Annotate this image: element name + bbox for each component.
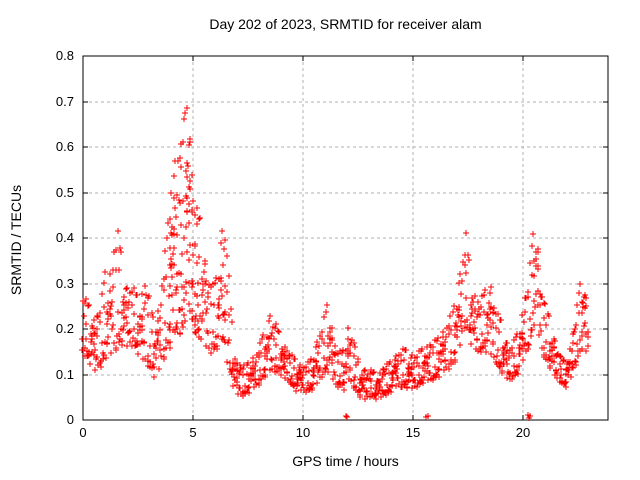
svg-text:0.8: 0.8 [56, 48, 74, 63]
svg-text:0.1: 0.1 [56, 367, 74, 382]
x-tick-labels: 0 5 10 15 20 [79, 425, 530, 440]
svg-text:0.7: 0.7 [56, 94, 74, 109]
svg-text:0.4: 0.4 [56, 230, 74, 245]
svg-text:0: 0 [79, 425, 86, 440]
y-axis-label: SRMTID / TECUs [8, 184, 24, 296]
svg-text:5: 5 [189, 425, 196, 440]
plot-border [82, 55, 609, 421]
svg-text:0.5: 0.5 [56, 185, 74, 200]
svg-text:0.3: 0.3 [56, 276, 74, 291]
svg-text:0.6: 0.6 [56, 139, 74, 154]
y-tick-labels: 0 0.1 0.2 0.3 0.4 0.5 0.6 0.7 0.8 [56, 48, 74, 427]
scatter-points [79, 105, 591, 421]
svg-text:0.2: 0.2 [56, 321, 74, 336]
chart-title: Day 202 of 2023, SRMTID for receiver ala… [209, 16, 482, 32]
svg-text:10: 10 [296, 425, 310, 440]
svg-text:0: 0 [67, 412, 74, 427]
svg-text:15: 15 [406, 425, 420, 440]
x-axis-label: GPS time / hours [292, 453, 399, 469]
grid-lines [83, 56, 608, 420]
svg-text:20: 20 [516, 425, 530, 440]
